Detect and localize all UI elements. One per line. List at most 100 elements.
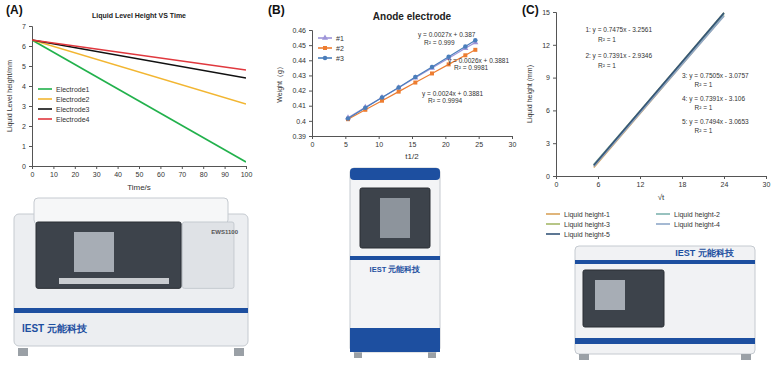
device-label: EWS1100 [211,229,238,235]
x-tick: 10 [375,136,383,148]
annotation: 1: y = 0.7475x - 3.2561 [585,26,652,34]
leg [428,352,436,358]
y-tick-label: 15 [542,9,550,16]
legend-item: Liquid height-4 [656,221,720,229]
legend-label: Electrode4 [56,116,90,123]
y-tick-label: 0.39 [292,133,306,140]
panel-label: (C) [522,3,539,17]
window [360,188,430,248]
legend-item: #2 [318,45,344,52]
y-tick: 12 [542,42,556,49]
leg [354,352,362,358]
annotation: R² = 1 [695,104,713,111]
x-tick: 0 [31,166,35,178]
instrument-photo: IEST 元能科技 [350,168,440,358]
y-axis-title: Liquid Level height/mm [6,60,14,132]
y-tick-label: 0.46 [292,27,306,34]
chart: 0510152025300.390.40.410.420.430.440.450… [276,11,516,161]
annotation: R² = 1 [695,81,713,88]
legend-swatch [38,118,52,120]
legend: #1#2#3 [318,34,344,61]
x-tick-mark [96,166,97,169]
y-tick: 0 [546,173,556,180]
y-tick-mark [29,66,32,67]
data-point [346,116,351,121]
x-tick-mark [53,166,54,169]
series-line [594,13,724,166]
data-point [397,90,401,94]
x-tick-mark [724,176,725,179]
y-tick-label: 3 [22,103,26,110]
y-tick-mark [309,45,312,46]
legend: Electrode1 Electrode2 Electrode3 Electrode4 [38,86,90,123]
x-tick: 12 [637,176,645,188]
y-tick-mark [553,176,556,177]
series-line [594,16,724,166]
legend-swatch [38,98,52,100]
y-tick: 15 [542,9,556,16]
x-tick-label: 10 [50,171,58,178]
y-tick-mark [309,60,312,61]
data-point [380,95,385,100]
y-tick: 0.39 [292,133,312,140]
legend-item: Electrode3 [38,106,90,113]
y-tick: 0.42 [292,87,312,94]
x-tick-mark [412,136,413,139]
x-tick-mark [203,166,204,169]
data-point [430,65,435,70]
x-tick: 50 [136,166,144,178]
instrument-photo: IEST 元能科技 [575,246,755,360]
x-tick-mark [445,136,446,139]
y-tick-label: 1 [22,143,26,150]
legend-label: Electrode2 [56,96,90,103]
x-tick-label: 18 [679,181,687,188]
legend-swatch [656,223,670,225]
window [583,270,664,327]
x-tick-mark [640,176,641,179]
y-tick-label: 0.41 [292,102,306,109]
data-point [363,106,368,111]
y-tick-label: 0.4 [296,118,306,125]
leg [18,348,28,356]
x-axis-line [557,177,767,180]
annotation: R² = 1 [695,127,713,134]
legend-label: Electrode1 [56,86,90,93]
annotation: R² = 0.999 [424,39,455,46]
base-band [350,328,440,352]
x-tick: 90 [221,166,229,178]
window [36,222,181,288]
y-tick-mark [553,110,556,111]
y-tick-label: 4 [22,83,26,90]
x-tick-label: 70 [178,171,186,178]
series-line [32,40,246,70]
leg [234,348,244,356]
y-tick-mark [553,12,556,13]
y-tick-label: 7 [22,23,26,30]
x-tick-label: 80 [200,171,208,178]
figure: 010203040506070809010001234567Liquid Lev… [0,0,780,365]
x-axis-line [313,137,513,140]
panel-label: (B) [268,3,285,17]
y-tick-mark [29,46,32,47]
y-tick-label: 9 [546,74,550,81]
y-tick-mark [553,143,556,144]
legend-label: Liquid height-1 [564,211,610,219]
y-tick-mark [29,26,32,27]
y-tick-label: 0.45 [292,42,306,49]
legend-item: #3 [318,55,344,62]
body [575,246,755,354]
y-tick-mark [29,146,32,147]
y-tick-mark [309,136,312,137]
y-axis-title: Weight（g） [276,63,284,103]
x-tick-label: 12 [637,181,645,188]
y-tick-mark [553,78,556,79]
legend-marker [323,46,327,50]
x-tick: 20 [71,166,79,178]
x-tick-label: 100 [241,171,253,178]
legend-item: Electrode1 [38,86,90,93]
instrument-photo: IEST 元能科技EWS1100 [14,198,248,356]
x-tick-mark [379,136,380,139]
x-tick: 24 [721,176,729,188]
chart-title: Liquid Level Height VS Time [92,12,186,20]
legend-marker [322,34,328,39]
